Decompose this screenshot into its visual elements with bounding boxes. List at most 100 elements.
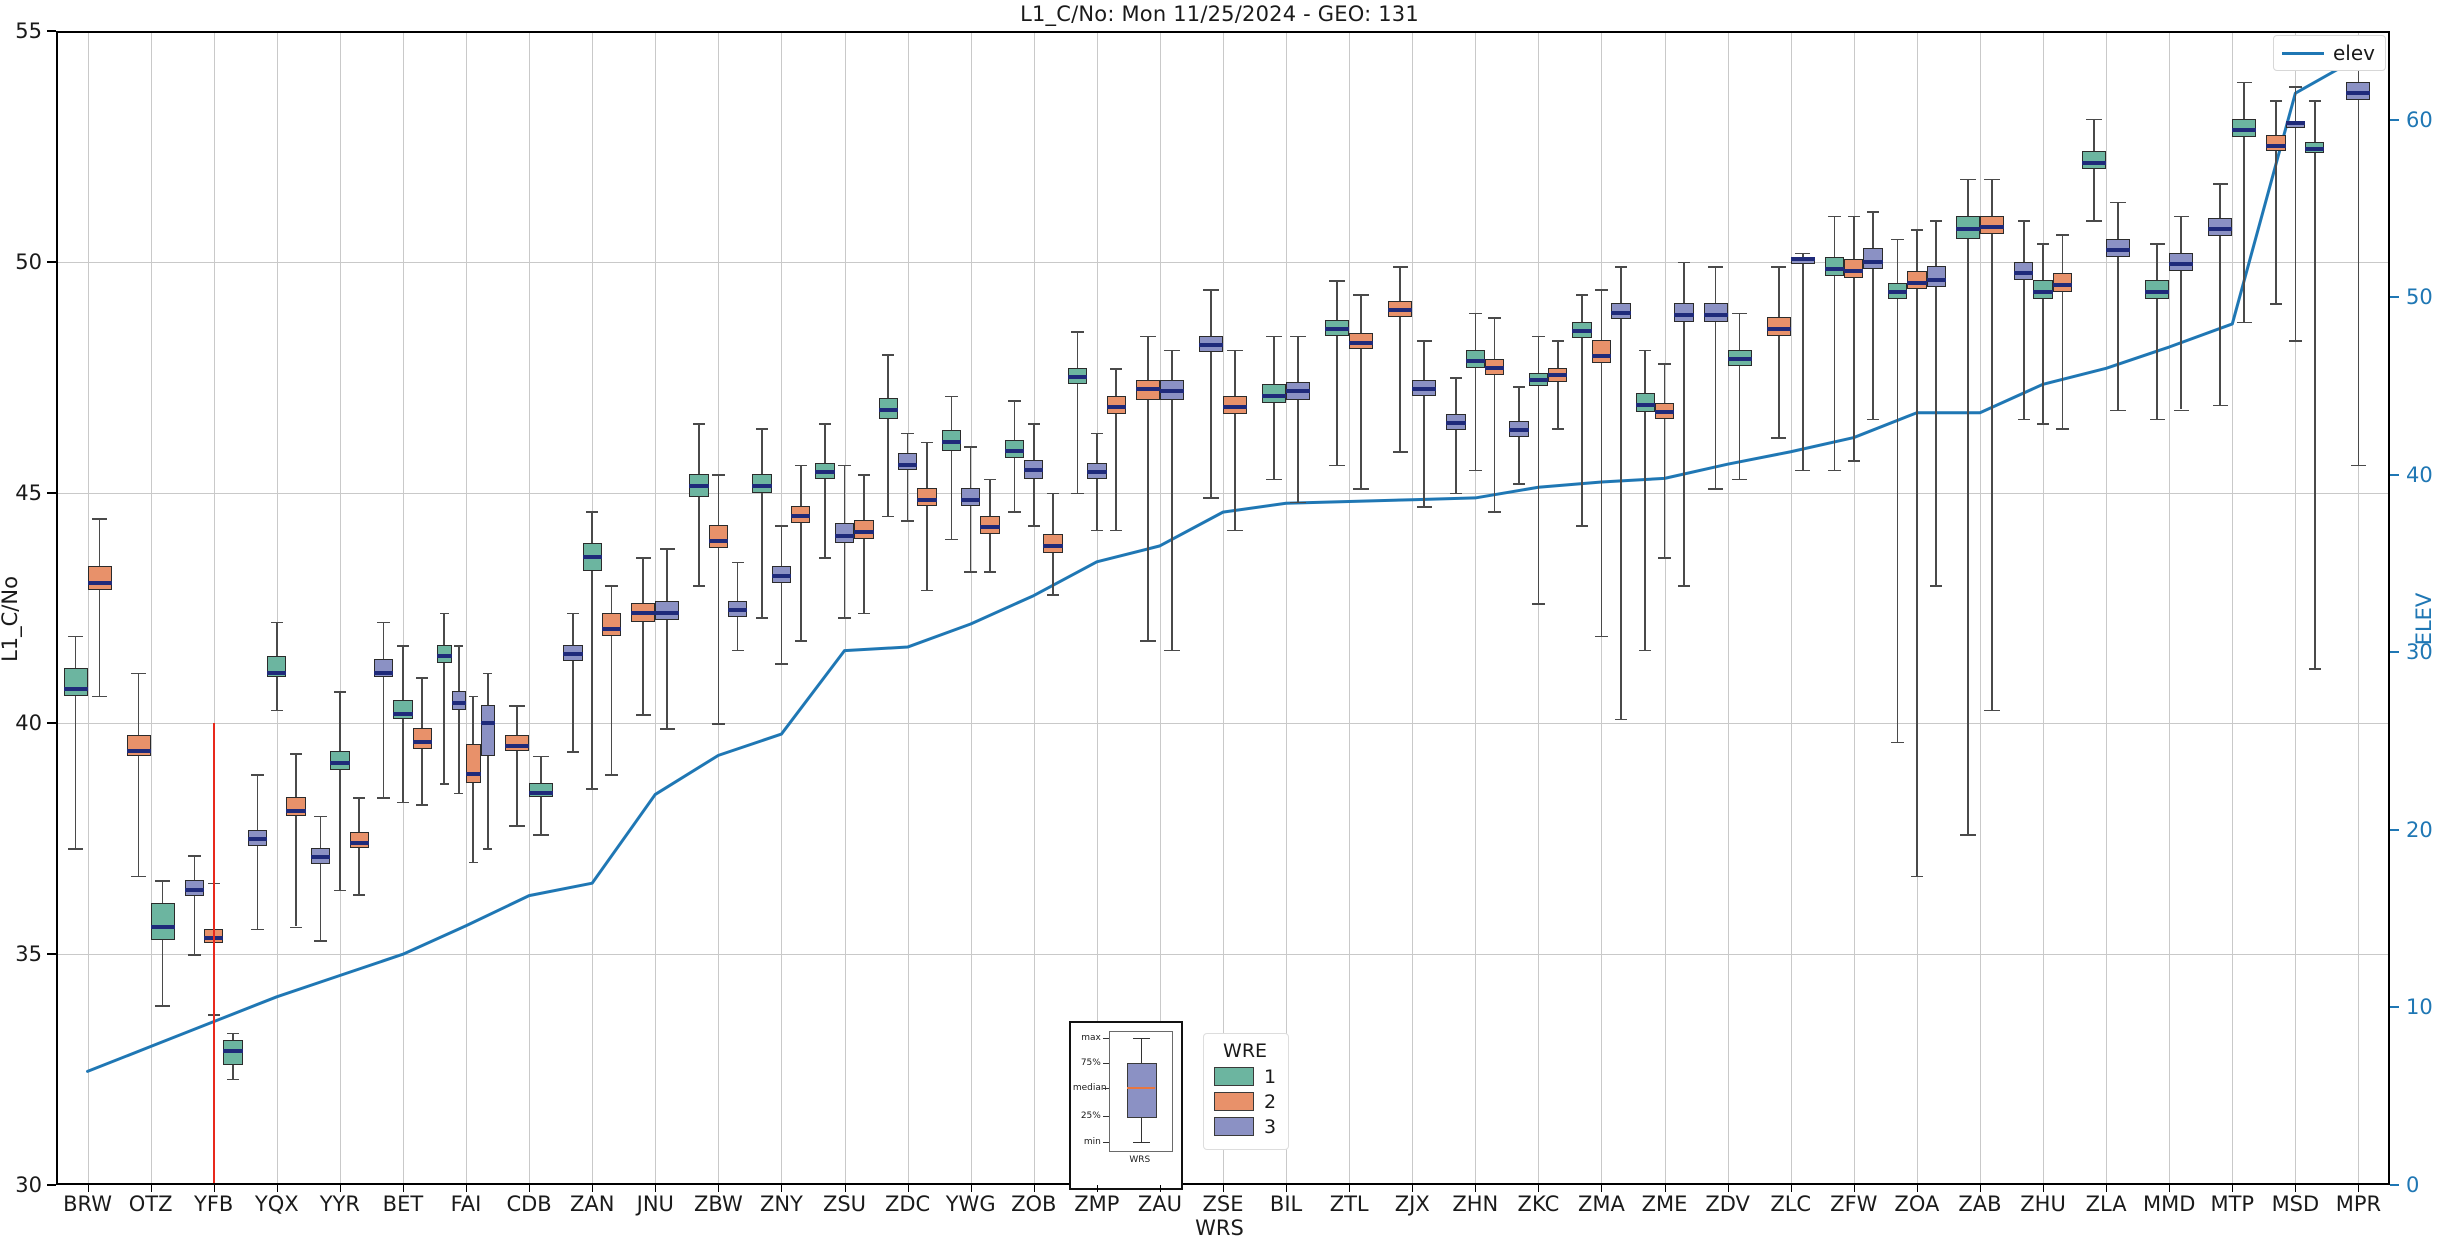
x-tick-mark	[1412, 1185, 1414, 1192]
boxplot-box[interactable]	[1465, 349, 1485, 368]
boxplot-box[interactable]	[87, 566, 112, 590]
boxplot-box[interactable]	[1262, 384, 1287, 403]
boxplot-box[interactable]	[2266, 134, 2286, 151]
boxplot-box[interactable]	[601, 612, 622, 636]
whisker-cap-top	[1847, 215, 1860, 218]
boxplot-median-line	[1727, 356, 1752, 361]
boxplot-box[interactable]	[2014, 261, 2034, 281]
boxplot-box[interactable]	[505, 734, 530, 752]
inset-tick	[1102, 1115, 1109, 1117]
whisker	[969, 446, 972, 572]
boxplot-box[interactable]	[2052, 273, 2073, 292]
boxplot-box[interactable]	[655, 601, 680, 620]
boxplot-box[interactable]	[330, 751, 350, 770]
boxplot-box[interactable]	[1907, 271, 1927, 290]
gridline-vertical	[1664, 31, 1666, 1185]
boxplot-box[interactable]	[1703, 303, 1728, 322]
boxplot-box[interactable]	[63, 668, 88, 696]
boxplot-box[interactable]	[1979, 215, 2004, 235]
whisker	[1147, 335, 1149, 641]
boxplot-median-line	[1223, 405, 1247, 410]
whisker	[906, 432, 909, 521]
boxplot-box[interactable]	[752, 474, 772, 493]
boxplot-box[interactable]	[466, 744, 481, 784]
whisker-cap-bottom	[1614, 718, 1628, 721]
whisker	[2357, 54, 2360, 465]
boxplot-box[interactable]	[2106, 238, 2131, 258]
boxplot-median-line	[1635, 402, 1655, 407]
chart-title: L1_C/No: Mon 11/25/2024 - GEO: 131	[1020, 2, 1419, 26]
boxplot-box[interactable]	[834, 522, 855, 544]
whisker-cap-bottom	[1707, 487, 1724, 490]
wre-legend-item-2[interactable]: 2	[1214, 1091, 1276, 1113]
boxplot-box[interactable]	[1844, 259, 1864, 278]
y-right-tick-mark	[2390, 118, 2399, 121]
whisker-cap-top	[1512, 386, 1526, 389]
whisker-cap-top	[635, 557, 651, 559]
boxplot-box[interactable]	[2232, 118, 2257, 138]
boxplot-box[interactable]	[1635, 393, 1655, 412]
inset-box	[1127, 1063, 1158, 1118]
boxplot-box[interactable]	[980, 515, 1000, 535]
x-tick-mark	[655, 1185, 657, 1192]
x-tick-mark	[2295, 1185, 2297, 1192]
x-tick-mark	[1790, 1185, 1792, 1192]
boxplot-box[interactable]	[708, 524, 729, 548]
boxplot-box[interactable]	[1674, 303, 1694, 322]
boxplot-box[interactable]	[2208, 217, 2233, 237]
boxplot-box[interactable]	[2145, 280, 2170, 299]
gridline-vertical	[1096, 31, 1098, 1185]
x-axis-label: WRS	[1195, 1216, 1244, 1238]
boxplot-box[interactable]	[451, 691, 467, 710]
boxplot-box[interactable]	[1591, 340, 1612, 364]
boxplot-box[interactable]	[1926, 266, 1946, 288]
boxplot-box[interactable]	[437, 644, 452, 664]
whisker-cap-top	[1828, 215, 1841, 218]
boxplot-box[interactable]	[2033, 280, 2053, 299]
boxplot-box[interactable]	[1223, 395, 1247, 415]
boxplot-box[interactable]	[1955, 215, 1980, 239]
x-tick-label-msd: MSD	[2271, 1192, 2320, 1216]
boxplot-box[interactable]	[2346, 81, 2371, 101]
boxplot-box[interactable]	[961, 487, 981, 507]
boxplot-box[interactable]	[349, 831, 369, 849]
wre-legend-item-1[interactable]: 1	[1214, 1066, 1276, 1088]
whisker	[1896, 238, 1899, 742]
boxplot-box[interactable]	[1766, 317, 1791, 336]
whisker	[2117, 201, 2119, 410]
elev-legend[interactable]: elev	[2272, 35, 2386, 71]
boxplot-box[interactable]	[1824, 257, 1845, 276]
whisker	[1234, 349, 1236, 530]
x-tick-label-yqx: YQX	[254, 1192, 299, 1216]
boxplot-median-line	[466, 772, 481, 777]
boxplot-box[interactable]	[150, 903, 175, 941]
boxplot-box[interactable]	[897, 453, 918, 470]
x-tick-mark	[592, 1185, 594, 1192]
gridline-vertical	[1412, 31, 1414, 1185]
wre-legend-item-3[interactable]: 3	[1214, 1116, 1276, 1138]
boxplot-median-line	[631, 610, 656, 615]
boxplot-box[interactable]	[2082, 151, 2107, 170]
whisker-cap-bottom	[1639, 649, 1652, 652]
whisker	[2061, 234, 2064, 428]
boxplot-box[interactable]	[1863, 247, 1883, 269]
boxplot-box[interactable]	[1004, 439, 1025, 458]
whisker-cap-bottom	[1353, 487, 1369, 490]
boxplot-box[interactable]	[917, 487, 937, 507]
boxplot-box[interactable]	[2169, 252, 2194, 272]
boxplot-box[interactable]	[1106, 395, 1126, 415]
whisker	[1663, 363, 1666, 558]
whisker-cap-bottom	[1140, 640, 1156, 642]
whisker-cap-bottom	[1866, 418, 1880, 421]
boxplot-box[interactable]	[1043, 534, 1063, 553]
whisker-cap-top	[2036, 243, 2050, 245]
x-tick-label-mtp: MTP	[2210, 1192, 2255, 1216]
whisker-cap-bottom	[1392, 451, 1408, 453]
whisker-cap-top	[1960, 178, 1976, 181]
whisker-cap-top	[289, 753, 303, 755]
boxplot-box[interactable]	[854, 520, 874, 539]
whisker-cap-bottom	[1416, 506, 1432, 509]
boxplot-box[interactable]	[480, 704, 496, 756]
boxplot-box[interactable]	[412, 728, 432, 749]
